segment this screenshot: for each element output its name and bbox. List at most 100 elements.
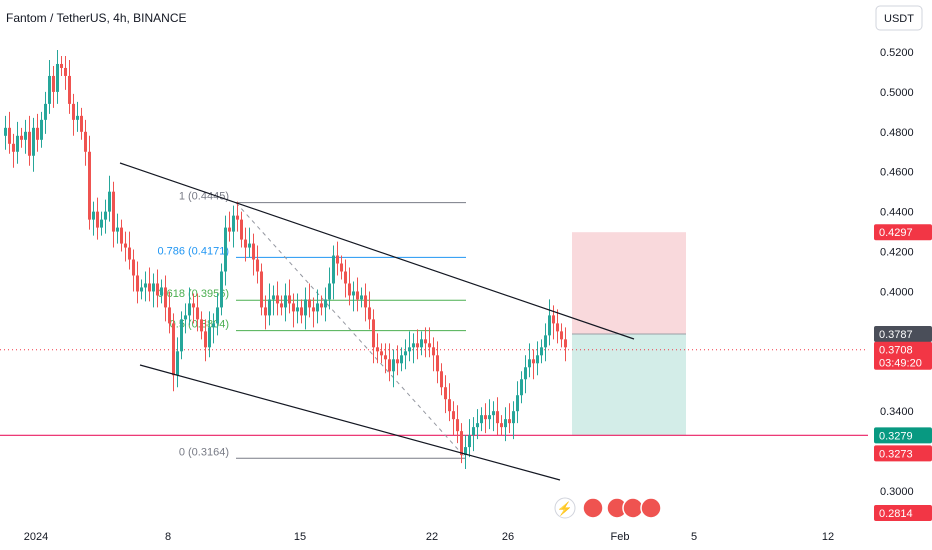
candle-body bbox=[268, 299, 271, 316]
candle-body bbox=[360, 295, 363, 300]
candle-body bbox=[312, 307, 315, 312]
candle-body bbox=[232, 215, 235, 232]
candle-body bbox=[52, 75, 55, 92]
candle-body bbox=[152, 283, 155, 292]
candle-body bbox=[540, 347, 543, 356]
candle-body bbox=[328, 283, 331, 300]
us-flag-icon[interactable] bbox=[640, 497, 662, 519]
candle-body bbox=[364, 295, 367, 308]
candle-body bbox=[400, 355, 403, 364]
candle-body bbox=[136, 275, 139, 292]
candle-body bbox=[216, 307, 219, 324]
candle-body bbox=[556, 323, 559, 332]
candle-body bbox=[204, 331, 207, 348]
candle-body bbox=[220, 271, 223, 308]
candle-body bbox=[440, 371, 443, 388]
candle-body bbox=[180, 319, 183, 352]
candle-body bbox=[404, 351, 407, 356]
candle-body bbox=[492, 411, 495, 416]
candle-body bbox=[36, 127, 39, 140]
candle-body bbox=[280, 303, 283, 308]
us-flag-icon[interactable] bbox=[582, 497, 604, 519]
y-tick-label: 0.4000 bbox=[880, 286, 914, 298]
candle-body bbox=[472, 427, 475, 436]
candle-body bbox=[112, 191, 115, 232]
candle-body bbox=[416, 343, 419, 348]
candle-body bbox=[188, 303, 191, 316]
candle-body bbox=[80, 115, 83, 132]
candle-body bbox=[20, 135, 23, 140]
candle-body bbox=[200, 319, 203, 332]
candle-body bbox=[48, 75, 51, 104]
candle-body bbox=[316, 303, 319, 312]
candle-body bbox=[172, 323, 175, 376]
event-icon[interactable] bbox=[554, 497, 576, 519]
y-tick-label: 0.3400 bbox=[880, 406, 914, 418]
x-tick-label: 2024 bbox=[24, 531, 48, 543]
candle-body bbox=[512, 411, 515, 424]
price-badge-text: 0.4297 bbox=[879, 227, 913, 239]
y-tick-label: 0.3000 bbox=[880, 486, 914, 498]
candle-body bbox=[88, 151, 91, 220]
candle-body bbox=[120, 227, 123, 244]
stop-loss-zone[interactable] bbox=[572, 232, 686, 334]
candle-body bbox=[368, 307, 371, 320]
candle-body bbox=[528, 359, 531, 368]
candle-body bbox=[500, 423, 503, 428]
fib-trend-line[interactable] bbox=[235, 202, 467, 459]
candle-body bbox=[504, 419, 507, 428]
candle-body bbox=[84, 131, 87, 152]
channel-upper-line[interactable] bbox=[119, 162, 635, 340]
candle-body bbox=[548, 315, 551, 336]
y-tick-label: 0.5000 bbox=[880, 87, 914, 99]
candle-body bbox=[100, 219, 103, 228]
price-badge-text: 0.3273 bbox=[879, 448, 913, 460]
candle-body bbox=[252, 243, 255, 260]
candle-body bbox=[292, 303, 295, 312]
candle-body bbox=[456, 419, 459, 432]
y-tick-label: 0.4200 bbox=[880, 247, 914, 259]
candle-body bbox=[156, 283, 159, 296]
x-tick-label: 12 bbox=[822, 531, 834, 543]
candle-body bbox=[304, 299, 307, 316]
price-badge-text: 0.3787 bbox=[879, 329, 913, 341]
candle-body bbox=[56, 63, 59, 92]
candle-body bbox=[524, 367, 527, 380]
candle-body bbox=[124, 243, 127, 248]
x-tick-label: 8 bbox=[165, 531, 171, 543]
currency-button[interactable] bbox=[875, 5, 923, 31]
candle-body bbox=[420, 339, 423, 348]
candle-body bbox=[356, 291, 359, 300]
us-flag-icon[interactable] bbox=[622, 497, 644, 519]
candle-body bbox=[240, 219, 243, 240]
candle-body bbox=[380, 351, 383, 356]
candle-body bbox=[160, 287, 163, 296]
price-badge bbox=[874, 341, 932, 370]
candle-body bbox=[72, 103, 75, 120]
candle-body bbox=[224, 227, 227, 272]
candle-body bbox=[332, 255, 335, 284]
price-badge-text: 0.3279 bbox=[879, 430, 913, 442]
y-tick-label: 0.5200 bbox=[880, 47, 914, 59]
channel-lower-line[interactable] bbox=[139, 364, 561, 481]
currency-label: USDT bbox=[884, 13, 914, 25]
candle-body bbox=[340, 263, 343, 272]
fib-level-label: 0.5 (0.3804) bbox=[170, 319, 229, 331]
candle-body bbox=[168, 307, 171, 324]
take-profit-zone[interactable] bbox=[572, 333, 686, 436]
candle-body bbox=[276, 295, 279, 304]
candle-body bbox=[532, 359, 535, 364]
candle-body bbox=[452, 411, 455, 420]
candle-body bbox=[264, 307, 267, 316]
candle-body bbox=[564, 339, 567, 348]
candle-body bbox=[408, 347, 411, 352]
x-tick-label: 5 bbox=[691, 531, 697, 543]
candle-body bbox=[480, 415, 483, 424]
candle-body bbox=[516, 395, 519, 412]
candle-body bbox=[496, 411, 499, 424]
x-tick-label: 15 bbox=[294, 531, 306, 543]
candle-body bbox=[288, 295, 291, 304]
candle-body bbox=[92, 211, 95, 220]
